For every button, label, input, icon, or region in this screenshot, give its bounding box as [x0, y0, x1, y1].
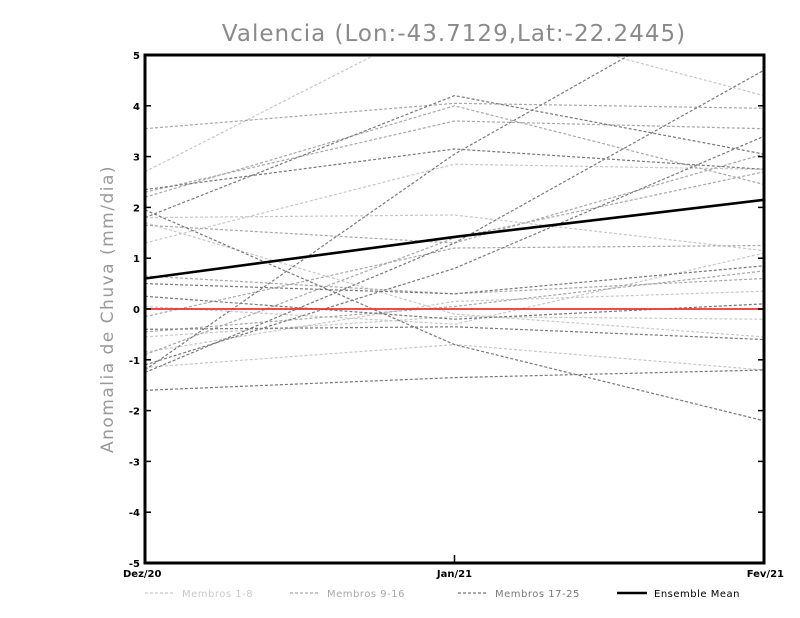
member-line-7 [145, 252, 764, 325]
member-line-14 [145, 275, 764, 295]
member-line-4 [145, 290, 764, 353]
series-layer [145, 55, 764, 422]
y-tick-label: 2 [133, 203, 140, 214]
member-line-1 [145, 55, 764, 173]
y-axis-ticks: -5 -4 -3 -2 -1 0 1 2 3 4 5 [129, 51, 764, 570]
y-tick-label: 5 [133, 51, 140, 62]
member-line-11 [145, 105, 764, 198]
legend-label-3: Membros 17-25 [495, 589, 580, 600]
member-line-20 [145, 69, 764, 374]
y-tick-label: 1 [133, 254, 140, 265]
member-line-23 [145, 265, 764, 295]
y-tick-label: -4 [129, 508, 140, 519]
member-line-26 [145, 326, 764, 341]
member-line-13 [145, 270, 764, 333]
member-line-9 [145, 102, 764, 130]
member-line-6 [145, 343, 764, 371]
member-line-5 [145, 315, 764, 338]
legend-label-2: Membros 9-16 [327, 589, 405, 600]
legend: Membros 1-8 Membros 9-16 Membros 17-25 Ense… [145, 589, 740, 600]
member-line-19 [145, 55, 631, 371]
member-line-16 [145, 244, 764, 318]
member-line-2 [145, 214, 764, 252]
x-tick-label: Fev/21 [747, 569, 784, 580]
mean-layer [145, 198, 764, 280]
member-line-12 [145, 171, 764, 356]
y-axis-label: Anomalia de Chuva (mm/dia) [98, 165, 118, 453]
member-line-8 [145, 222, 764, 338]
member-line-22 [145, 369, 764, 391]
x-tick-label: Dez/20 [123, 569, 162, 580]
y-tick-label: -5 [129, 559, 140, 570]
chart-title: Valencia (Lon:-43.7129,Lat:-22.2445) [222, 21, 686, 47]
member-line-3 [145, 163, 764, 244]
x-tick-label: Jan/21 [436, 569, 472, 580]
y-tick-label: 0 [133, 305, 140, 316]
member-line-10 [145, 120, 764, 193]
y-tick-label: 3 [133, 153, 140, 164]
member-line-24 [145, 295, 764, 320]
y-tick-label: 4 [133, 102, 140, 113]
legend-label-1: Membros 1-8 [182, 589, 253, 600]
legend-label-4: Ensemble Mean [654, 589, 740, 600]
x-axis-ticks: Dez/20 Jan/21 Fev/21 [123, 555, 784, 580]
y-tick-label: -2 [129, 407, 140, 418]
y-tick-label: -1 [129, 356, 140, 367]
y-tick-label: -3 [129, 457, 140, 468]
member-line-18 [145, 148, 764, 191]
ensemble-mean-line [145, 198, 764, 280]
member-line-25 [145, 209, 764, 422]
member-line-17 [145, 94, 764, 219]
